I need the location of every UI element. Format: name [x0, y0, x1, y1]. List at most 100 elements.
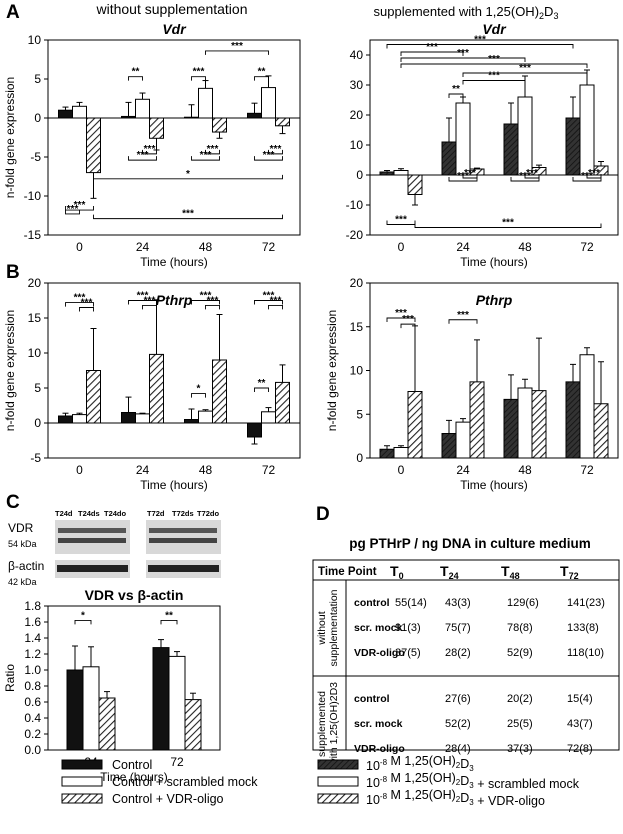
chart-b-left-title: Pthrp	[156, 292, 193, 308]
blot-lane-t24do: T24do	[104, 509, 127, 518]
chart-c-sig-label-0: *	[81, 610, 85, 621]
chart-a-left-sig-bracket-9	[205, 149, 220, 155]
chart-c-bar-s0-c1	[152, 647, 170, 751]
chart-a-left-ytick-label-5: 10	[28, 33, 42, 47]
table-row-name-g1-r0: control	[354, 693, 390, 705]
chart-c-ytick-label-2: 0.4	[24, 711, 41, 725]
panel-letter-c: C	[6, 492, 20, 513]
table-row-name-g0-r1: scr. mock	[354, 622, 403, 634]
chart-a-right-sig-bracket-10	[524, 174, 540, 179]
chart-a-right-sig-bracket-1	[400, 51, 464, 56]
chart-b-left-xtick-label-0: 0	[76, 463, 83, 477]
chart-a-left-sig-bracket-10	[254, 156, 283, 161]
chart-b-left-bar-s1-c3	[261, 411, 276, 424]
table-cell-g1-r1-c2: 25(5)	[507, 718, 533, 730]
chart-b-left-xtick-label-3: 72	[262, 463, 276, 477]
table-row-name-g1-r2: VDR-oligo	[354, 743, 405, 755]
blot-vdr-kda: 54 kDa	[8, 539, 37, 549]
chart-a-right-sig-label-0: ***	[474, 35, 486, 46]
table-cell-g1-r2-c2: 37(3)	[507, 743, 533, 755]
chart-a-left-ytick-label-1: -10	[24, 189, 42, 203]
chart-b-left-bar-s2-c2	[212, 359, 227, 424]
chart-b-left-bar-s0-c3	[247, 422, 262, 438]
chart-b-left-sig-label-7: ***	[263, 291, 275, 302]
table-cell-g0-r0-c3: 141(23)	[567, 597, 605, 609]
chart-a-right-frame	[369, 39, 619, 236]
chart-a-right-xtick-label-1: 24	[456, 240, 470, 254]
blot-lane-t24ds: T24ds	[78, 509, 100, 518]
panel-a-right-header: supplemented with 1,25(OH)2D3	[374, 4, 559, 21]
panel-letter-b: B	[6, 262, 20, 283]
table-cell-g0-r1-c1: 75(7)	[445, 622, 471, 634]
chart-a-left-ytick-label-0: -15	[24, 228, 42, 242]
chart-a-right-sig-bracket-2	[400, 57, 526, 62]
chart-b-left-sig-bracket-8	[268, 304, 283, 310]
chart-b-right-ytick-label-4: 20	[350, 276, 364, 290]
chart-a-right-bar-s1-c3	[579, 84, 595, 176]
chart-b-right-ytick-label-0: 0	[356, 451, 363, 465]
chart-a-right-ytick-label-5: 30	[350, 78, 364, 92]
chart-a-left-bar-s0-c1	[121, 115, 136, 119]
chart-a-right-sig-label-12: ***	[588, 168, 600, 179]
blot-vdr-label: VDR	[8, 521, 34, 535]
chart-b-right-ytick-label-3: 15	[350, 320, 364, 334]
chart-a-right-xtick-label-3: 72	[580, 240, 594, 254]
chart-b-right-bar-s1-c1	[455, 421, 471, 459]
chart-a-left-sig-bracket-0	[128, 76, 143, 81]
chart-b-right-bar-s2-c2	[531, 390, 547, 459]
legend-right-label-1: 10-8 M 1,25(OH)2D3 + scrambled mock	[366, 771, 580, 791]
chart-b-left-sig-label-1: ***	[81, 298, 93, 309]
chart-a-left-sig-label-3: ***	[231, 41, 243, 52]
chart-b-right-bar-s2-c0	[407, 391, 423, 459]
chart-a-right-bar-s0-c2	[503, 123, 519, 176]
chart-b-right-sig-bracket-1	[400, 323, 416, 329]
chart-a-right-bar-s2-c0	[407, 174, 423, 195]
legend-left-label-2: Control + VDR-oligo	[112, 792, 224, 806]
chart-a-left-xtick-label-3: 72	[262, 240, 276, 254]
chart-b-left-sig-bracket-7	[254, 300, 283, 305]
chart-b-right-bar-s0-c0	[379, 448, 395, 459]
chart-b-left-ytick-label-3: 10	[28, 346, 42, 360]
chart-a-right-sig-bracket-6	[462, 80, 526, 85]
table-cell-g0-r2-c1: 28(2)	[445, 647, 471, 659]
chart-b-left-sig-bracket-1	[79, 307, 94, 312]
chart-b-right-sig-label-1: ***	[402, 314, 414, 325]
chart-b-left-xtick-label-1: 24	[136, 463, 150, 477]
chart-b-left-ytick-label-2: 5	[34, 381, 41, 395]
chart-a-right-bar-s0-c1	[441, 141, 457, 176]
legend-left-swatch-2	[61, 793, 103, 804]
western-blot: VDR 54 kDa β-actin 42 kDa T24d T24ds T24…	[8, 509, 221, 587]
table-cell-g0-r1-c0: 91(3)	[395, 622, 421, 634]
chart-c-ytick-label-4: 0.8	[24, 679, 41, 693]
chart-b-left-bar-s2-c3	[275, 381, 290, 424]
chart-b-right-ylabel: n-fold gene expression	[325, 310, 339, 431]
chart-b-right-bar-s1-c0	[393, 447, 409, 459]
chart-c-bar-s1-c0	[82, 666, 100, 751]
chart-c-xtick-label-1: 72	[170, 755, 184, 769]
chart-b-right-bar-s0-c1	[441, 433, 457, 459]
chart-a-left-bar-s0-c0	[58, 109, 73, 119]
chart-a-right-bar-s0-c3	[565, 117, 581, 176]
blot-actin-band-left	[57, 565, 128, 572]
chart-c-ytick-label-0: 0.0	[24, 743, 41, 757]
chart-b-left-sig-label-6: *	[197, 384, 201, 395]
chart-b-left-ytick-label-5: 20	[28, 276, 42, 290]
chart-b-right-bar-s0-c3	[565, 381, 581, 459]
chart-c-frame	[47, 605, 221, 751]
chart-a-right-sig-bracket-13	[386, 220, 416, 225]
chart-a-right-sig-label-10: ***	[526, 168, 538, 179]
pthrp-table: pg PTHrP / ng DNA in culture medium Time…	[312, 536, 620, 767]
blot-actin-kda: 42 kDa	[8, 577, 37, 587]
chart-a-right-sig-bracket-7	[448, 177, 478, 182]
chart-a-right-sig-bracket-3	[400, 63, 588, 68]
chart-a-left-bar-s2-c2	[212, 117, 227, 133]
chart-b-left-bar-s2-c0	[86, 370, 101, 424]
chart-a-right-sig-bracket-8	[462, 174, 478, 179]
chart-a-left-sig-bracket-11	[268, 149, 283, 155]
chart-b-right-ytick-label-2: 10	[350, 364, 364, 378]
legend-left-label-0: Control	[112, 758, 152, 772]
table-cell-g0-r1-c2: 78(8)	[507, 622, 533, 634]
table-col-header-0: T0	[390, 563, 404, 581]
